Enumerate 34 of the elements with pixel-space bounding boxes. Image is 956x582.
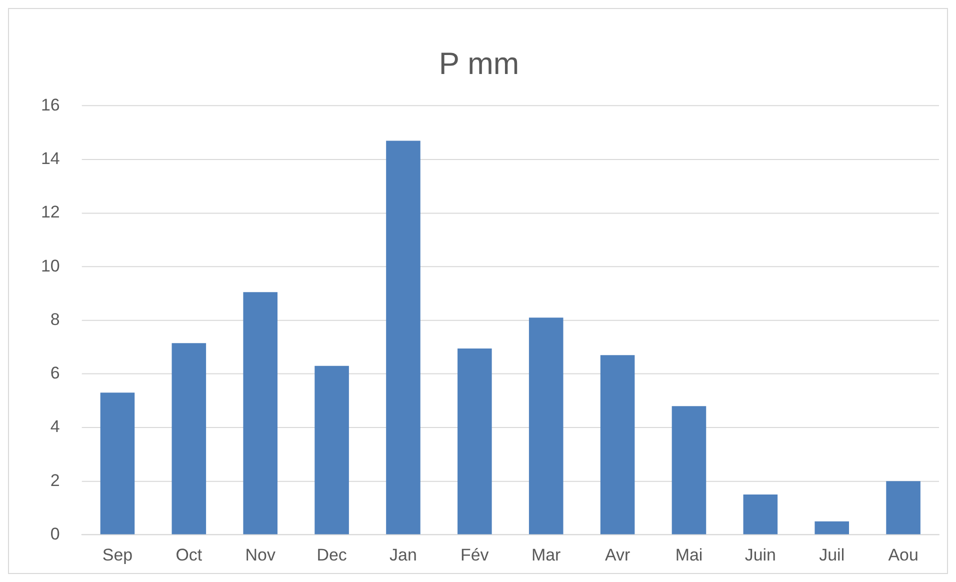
- y-tick-label: 14: [40, 149, 60, 168]
- y-tick-label: 0: [50, 524, 60, 544]
- bar: [886, 481, 920, 534]
- x-tick-label: Aou: [888, 546, 918, 565]
- bar: [743, 494, 778, 534]
- y-tick-label: 8: [50, 310, 60, 329]
- bar: [528, 318, 564, 534]
- bar: [600, 355, 635, 534]
- bar: [672, 406, 706, 534]
- x-tick-label: Dec: [316, 546, 348, 565]
- x-tick-label: Sep: [102, 546, 133, 565]
- bar: [458, 348, 492, 534]
- y-tick-label: 4: [50, 417, 60, 436]
- x-tick-label: Juin: [744, 546, 776, 565]
- y-tick-label: 10: [40, 256, 60, 276]
- bar: [314, 366, 349, 534]
- x-tick-label: Fév: [460, 546, 490, 565]
- bar: [172, 343, 206, 534]
- x-tick-label: Juil: [819, 546, 845, 565]
- x-tick-label: Avr: [604, 546, 630, 565]
- bar: [100, 392, 135, 534]
- y-tick-label: 12: [40, 202, 60, 222]
- y-tick-label: 16: [40, 96, 60, 115]
- y-tick-label: 2: [50, 470, 60, 490]
- x-tick-label: Jan: [390, 546, 417, 565]
- chart-title: P mm: [438, 46, 520, 81]
- x-tick-label: Mai: [675, 546, 703, 565]
- x-tick-label: Mar: [532, 546, 562, 565]
- x-tick-label: Oct: [176, 546, 202, 565]
- y-tick-label: 6: [50, 364, 60, 383]
- x-tick-label: Nov: [245, 546, 276, 565]
- bar: [243, 292, 278, 534]
- bar: [814, 521, 850, 534]
- bar: [386, 140, 420, 534]
